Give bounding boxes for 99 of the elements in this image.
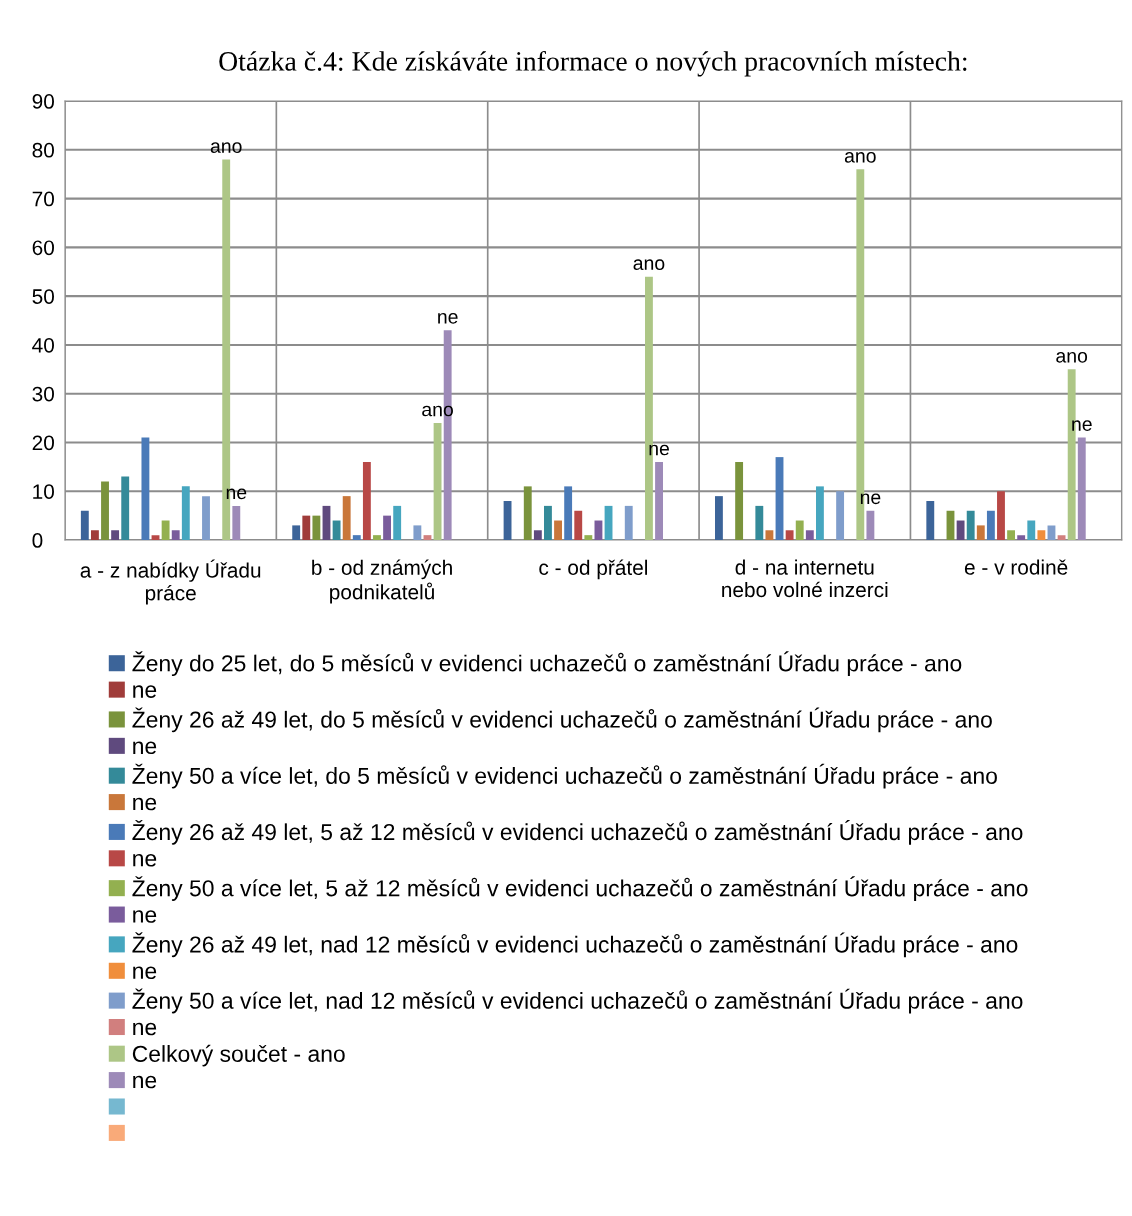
bar: [533, 530, 542, 541]
bar: [292, 525, 301, 541]
legend-label: Ženy 50 a více let, 5 až 12 měsíců v evidenci uchazečů o zaměstnání Úřadu práce - ano: [132, 876, 1028, 901]
y-tick-label: 60: [32, 240, 54, 256]
legend-label: ne: [133, 741, 157, 755]
bar: [714, 496, 723, 541]
legend-label: ne: [133, 1075, 157, 1089]
data-label: ano: [210, 142, 242, 153]
bar: [966, 510, 975, 541]
bar: [423, 535, 432, 541]
bar: [312, 515, 321, 541]
bar: [1027, 520, 1036, 541]
legend-label: Ženy 26 až 49 let, do 5 měsíců v evidenci uchazečů o zaměstnání Úřadu práce - ano: [132, 707, 992, 733]
bar: [765, 530, 774, 541]
y-tick-label: 50: [32, 289, 54, 304]
bar: [735, 461, 744, 541]
bar: [956, 520, 965, 541]
bar: [836, 491, 845, 541]
y-tick-label: 70: [32, 191, 54, 207]
bar: [121, 476, 130, 541]
bar: [1057, 535, 1066, 541]
legend-label: ne: [133, 685, 157, 698]
bar: [976, 525, 985, 541]
bar: [141, 437, 150, 541]
bar: [352, 535, 361, 541]
x-tick-label: e - v rodině: [964, 559, 1068, 575]
bar: [413, 525, 422, 541]
bar: [815, 486, 824, 541]
bar: [624, 505, 633, 541]
data-label: ano: [422, 405, 453, 417]
bar: [986, 510, 995, 541]
legend-label: ne: [133, 1022, 157, 1036]
legend-label: Ženy 50 a více let, do 5 měsíců v evidenci uchazečů o zaměstnání Úřadu práce - ano: [132, 763, 997, 789]
bar: [554, 520, 562, 541]
bar: [1047, 525, 1056, 541]
bar: [232, 505, 241, 541]
bar: [202, 496, 210, 541]
bar: [332, 520, 341, 541]
bar: [795, 520, 804, 541]
legend-label: Ženy 50 a více let, nad 12 měsíců v evidenci uchazečů o zaměstnání Úřadu práce - ano: [132, 988, 1023, 1014]
bar: [393, 505, 402, 541]
y-tick-label: 80: [32, 142, 54, 158]
x-tick-label: b - od známých podnikatelů: [312, 559, 452, 604]
bar: [1037, 530, 1046, 541]
bar: [342, 496, 351, 541]
data-label: ne: [1072, 420, 1092, 431]
legend-label: ne: [133, 966, 157, 980]
bar: [584, 535, 593, 541]
bar: [564, 486, 573, 541]
x-tick-label: d - na internetu nebo volné inzerci: [722, 559, 888, 598]
y-tick-label: 10: [33, 484, 54, 499]
bar: [1017, 535, 1026, 541]
bar: [90, 530, 99, 541]
y-tick-label: 40: [32, 337, 54, 353]
data-label: ne: [649, 444, 669, 456]
x-tick-label: c - od přátel: [539, 559, 648, 580]
legend-label: ne: [133, 797, 157, 811]
bar: [785, 530, 794, 541]
legend-label: Ženy 26 až 49 let, 5 až 12 měsíců v evidenci uchazečů o zaměstnání Úřadu práce - ano: [132, 819, 1023, 845]
bar: [1007, 530, 1016, 541]
bar: [926, 501, 935, 541]
legend-label: Ženy 26 až 49 let, nad 12 měsíců v evidenci uchazečů o zaměstnání Úřadu práce - ano: [132, 932, 1018, 958]
bar: [80, 510, 89, 541]
data-label: ne: [438, 313, 458, 324]
bar: [805, 530, 814, 541]
legend-label: Celkový součet - ano: [132, 1044, 345, 1067]
y-tick-label: 0: [32, 533, 43, 548]
y-tick-label: 90: [32, 94, 54, 109]
x-tick-label: a - z nabídky Úřadu práce: [80, 559, 261, 605]
data-label: ne: [860, 493, 881, 505]
bar: [161, 520, 170, 541]
bar: [181, 486, 190, 541]
y-tick-label: 20: [32, 435, 54, 451]
bar: [151, 535, 160, 541]
data-label: ne: [226, 488, 247, 500]
bar: [101, 481, 109, 541]
bar: [866, 510, 875, 541]
legend-label: ne: [133, 910, 157, 923]
y-tick-label: 30: [32, 386, 54, 402]
bar: [523, 486, 532, 541]
bar: [433, 422, 442, 541]
bar: [574, 510, 583, 541]
bar: [997, 491, 1005, 541]
bar: [362, 461, 371, 541]
bar: [655, 461, 663, 541]
legend-label: Ženy do 25 let, do 5 měsíců v evidenci uchazečů o zaměstnání Úřadu práce - ano: [132, 651, 962, 676]
data-label: ano: [844, 152, 876, 163]
bar: [373, 535, 381, 541]
data-label: ano: [1056, 352, 1088, 363]
bar: [755, 505, 764, 541]
legend-label: ne: [133, 854, 157, 867]
bar: [111, 530, 120, 541]
chart-title: Otázka č.4: Kde získáváte informace o nových pracovních místech:: [219, 50, 967, 77]
data-label: ano: [633, 259, 665, 271]
bar: [302, 515, 311, 541]
bar: [383, 515, 392, 541]
bar: [171, 530, 180, 541]
bar: [544, 505, 552, 541]
bar: [1077, 437, 1086, 541]
